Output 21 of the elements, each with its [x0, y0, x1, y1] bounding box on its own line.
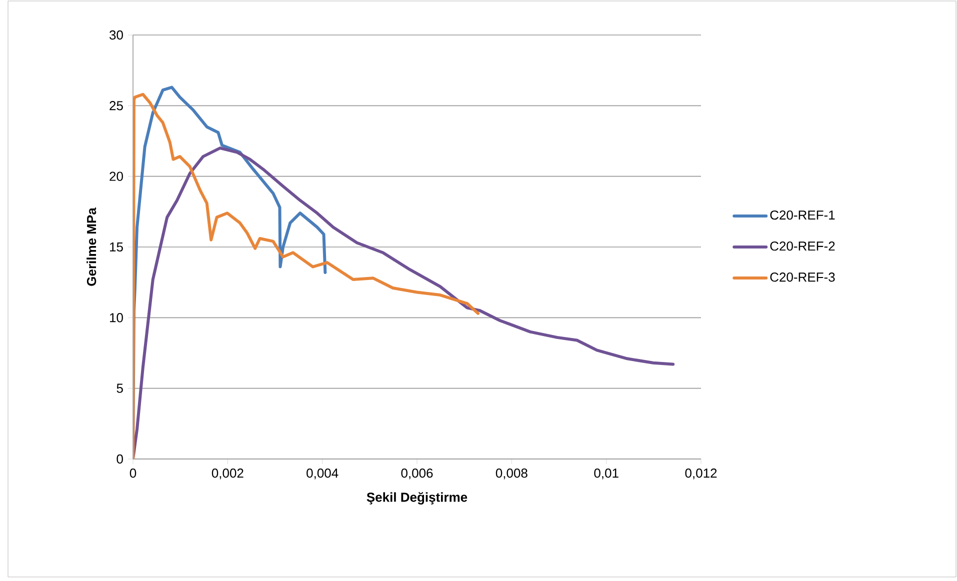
x-tick-label: 0,002: [212, 468, 244, 480]
x-tick-label: 0,01: [594, 468, 618, 480]
x-tick-label: 0,004: [306, 468, 338, 480]
line-series: [133, 146, 675, 459]
y-tick-label: 10: [110, 313, 123, 322]
x-tick-label: 0,006: [401, 468, 433, 480]
y-tick-label: 30: [110, 30, 123, 40]
legend-label: C20-REF-1: [770, 210, 835, 220]
y-tick-label: 25: [110, 101, 123, 110]
x-axis-title: Şekil Değiştirme: [366, 492, 468, 504]
legend-label: C20-REF-3: [770, 272, 835, 282]
y-axis-title: Gerilme MPa: [86, 208, 96, 286]
x-tick-label: 0,008: [496, 468, 528, 480]
legend-label: C20-REF-2: [770, 241, 835, 251]
y-tick-label: 0: [116, 454, 123, 464]
x-tick-label: 0: [130, 468, 136, 478]
y-tick-label: 20: [110, 172, 123, 181]
x-tick-label: 0,012: [685, 468, 717, 480]
line-series: [133, 92, 480, 459]
y-tick-label: 5: [116, 384, 123, 393]
y-tick-label: 15: [110, 242, 123, 252]
